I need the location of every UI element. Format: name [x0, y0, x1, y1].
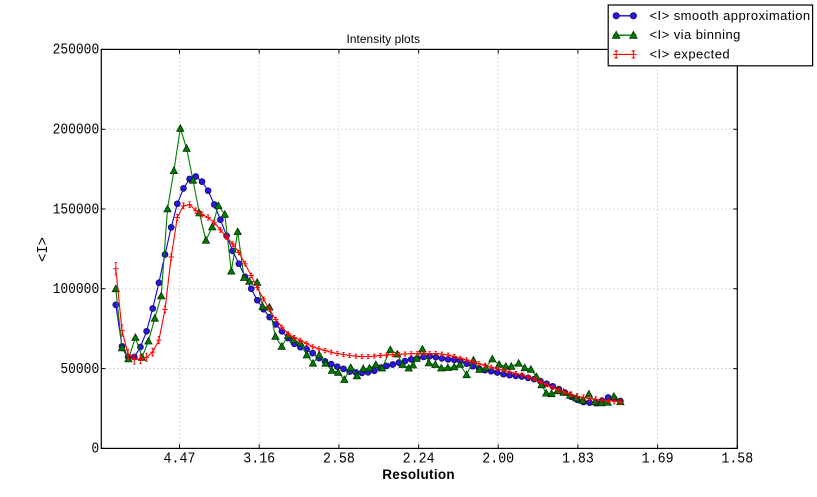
svg-text:150000: 150000	[53, 203, 100, 219]
svg-text:0: 0	[91, 442, 99, 458]
svg-text:1.69: 1.69	[642, 451, 674, 468]
svg-text:2.58: 2.58	[323, 451, 355, 468]
svg-text:2.00: 2.00	[482, 451, 514, 468]
svg-text:<I>: <I>	[36, 237, 52, 262]
svg-text:50000: 50000	[60, 362, 99, 378]
svg-text:1.58: 1.58	[721, 451, 753, 468]
svg-text:100000: 100000	[53, 283, 100, 299]
svg-text:3.16: 3.16	[243, 451, 275, 468]
svg-text:250000: 250000	[53, 43, 100, 59]
svg-text:Resolution: Resolution	[382, 467, 455, 482]
svg-text:2.24: 2.24	[403, 451, 435, 468]
svg-text:Intensity plots: Intensity plots	[346, 32, 420, 46]
svg-text:4.47: 4.47	[164, 451, 196, 468]
svg-text:200000: 200000	[53, 123, 100, 139]
svg-text:1.83: 1.83	[562, 451, 594, 468]
svg-text:<I> expected: <I> expected	[650, 46, 731, 61]
svg-text:<I> smooth approximation: <I> smooth approximation	[650, 8, 811, 23]
svg-text:<I> via binning: <I> via binning	[650, 27, 741, 42]
